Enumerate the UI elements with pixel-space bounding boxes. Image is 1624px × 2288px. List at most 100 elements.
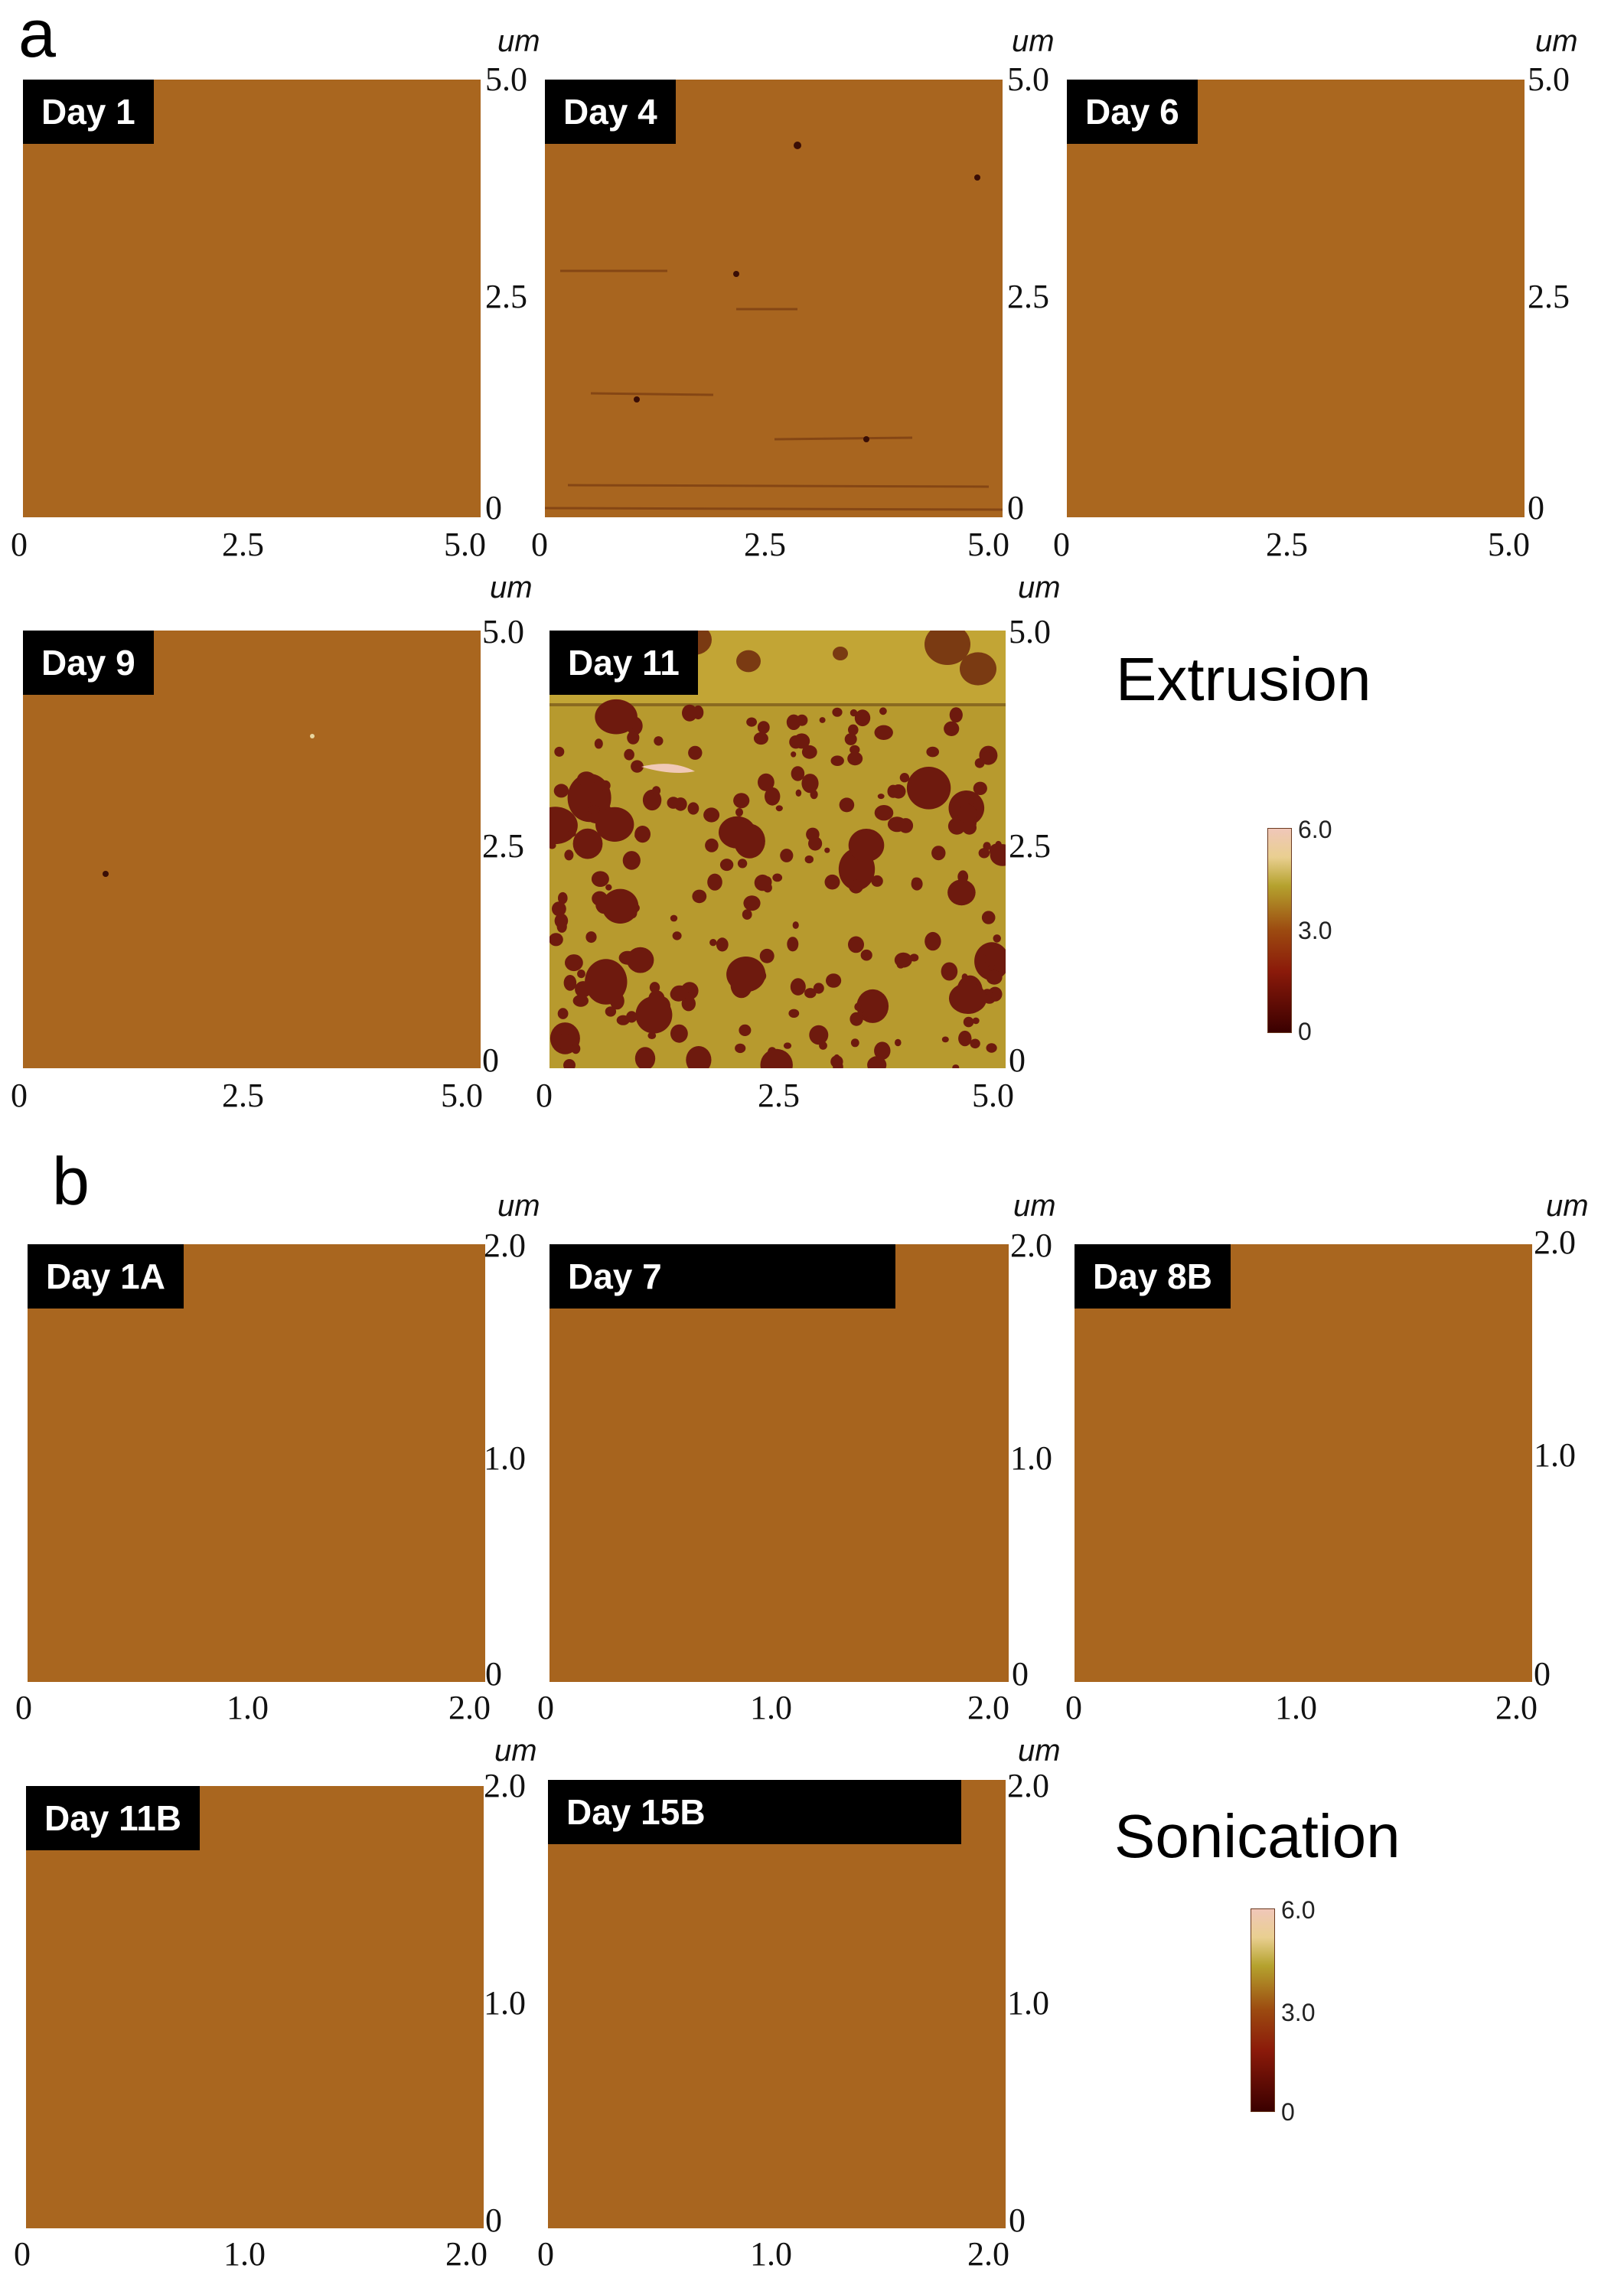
y-tick: 0 xyxy=(485,489,502,526)
afm-domain-mark xyxy=(654,736,664,746)
afm-domain-mark xyxy=(972,1017,980,1025)
afm-domain-mark xyxy=(705,838,719,852)
afm-domain-mark xyxy=(826,973,842,988)
image-label: Day 11 xyxy=(549,631,698,695)
x-tick: 0 xyxy=(1053,526,1070,563)
afm-domain-mark xyxy=(891,784,906,799)
panel-b-letter: b xyxy=(52,1143,90,1219)
afm-domain-mark xyxy=(911,877,923,891)
colorbar xyxy=(1251,1908,1275,2112)
afm-domain-mark xyxy=(753,732,768,745)
x-tick: 5.0 xyxy=(967,526,1009,563)
x-tick: 1.0 xyxy=(750,1689,792,1726)
afm-domain-mark xyxy=(667,797,680,809)
afm-domain-mark xyxy=(672,931,682,940)
unit-label: um xyxy=(1012,24,1055,58)
afm-domain-mark xyxy=(944,721,960,736)
x-tick: 1.0 xyxy=(750,2235,792,2273)
afm-domain-mark xyxy=(909,953,919,962)
afm-domain-mark xyxy=(686,1046,712,1068)
x-tick: 2.0 xyxy=(967,1689,1009,1726)
afm-domain-mark xyxy=(595,699,638,735)
y-tick: 2.5 xyxy=(1007,278,1049,315)
afm-domain-mark xyxy=(898,818,914,833)
unit-label: um xyxy=(497,24,540,58)
afm-domain-mark xyxy=(848,724,859,735)
y-tick: 1.0 xyxy=(1534,1436,1576,1474)
afm-domain-mark xyxy=(577,771,596,787)
colorbar-tick: 3.0 xyxy=(1281,1999,1316,2026)
afm-domain-mark xyxy=(804,855,814,864)
x-tick: 5.0 xyxy=(972,1077,1014,1114)
afm-domain-mark xyxy=(804,988,817,999)
afm-domain-mark xyxy=(813,983,824,994)
y-tick: 2.0 xyxy=(484,1767,526,1804)
afm-domain-mark xyxy=(970,1038,980,1049)
y-tick: 1.0 xyxy=(484,1984,526,2022)
afm-domain-mark xyxy=(788,1009,800,1018)
afm-domain-mark xyxy=(783,1042,792,1049)
afm-domain-mark xyxy=(848,829,885,862)
y-tick: 2.5 xyxy=(1009,827,1051,865)
afm-domain-mark xyxy=(967,797,976,805)
unit-label: um xyxy=(1013,1189,1056,1223)
afm-domain-mark xyxy=(792,921,799,929)
afm-domain-mark xyxy=(742,909,752,920)
afm-domain-mark xyxy=(681,996,696,1012)
afm-domain-mark xyxy=(874,1041,891,1060)
afm-domain-mark xyxy=(653,996,670,1016)
y-tick: 0 xyxy=(1007,489,1024,526)
x-tick: 2.0 xyxy=(445,2235,488,2273)
afm-image-day-7: Day 7 xyxy=(549,1244,1009,1682)
afm-domain-mark xyxy=(986,1043,997,1053)
afm-domain-mark xyxy=(760,1048,793,1068)
afm-domain-mark xyxy=(647,1032,657,1039)
afm-domain-mark xyxy=(737,859,748,869)
afm-image-day-4: Day 4 xyxy=(545,80,1003,517)
afm-domain-mark xyxy=(801,774,819,794)
y-tick: 2.5 xyxy=(485,278,527,315)
afm-domain-mark xyxy=(791,766,805,781)
y-tick: 2.0 xyxy=(1534,1224,1576,1261)
afm-image-day-11b: Day 11B xyxy=(26,1786,484,2228)
afm-domain-mark xyxy=(819,717,826,723)
afm-domain-mark xyxy=(894,952,912,968)
afm-domain-mark xyxy=(830,1055,843,1068)
method-title-sonication: Sonication xyxy=(1114,1802,1401,1870)
afm-domain-mark xyxy=(772,873,783,882)
afm-image-day-1: Day 1 xyxy=(23,80,481,517)
y-tick: 0 xyxy=(1528,489,1544,526)
afm-domain-mark xyxy=(557,1008,569,1019)
afm-domain-mark xyxy=(563,1059,576,1068)
afm-domain-mark xyxy=(553,784,569,798)
image-label: Day 9 xyxy=(23,631,154,695)
afm-domain-mark xyxy=(860,949,872,961)
afm-domain-mark xyxy=(634,1047,656,1068)
method-title-extrusion: Extrusion xyxy=(1116,645,1371,713)
afm-domain-mark xyxy=(986,970,1003,985)
y-tick: 5.0 xyxy=(485,60,527,98)
afm-domain-mark xyxy=(926,746,939,758)
afm-domain-mark xyxy=(616,1015,630,1025)
afm-domain-mark xyxy=(622,851,641,870)
x-tick: 0 xyxy=(11,526,28,563)
afm-domain-mark xyxy=(963,1016,974,1028)
x-tick: 0 xyxy=(531,526,548,563)
afm-domain-mark xyxy=(958,1030,972,1047)
afm-domain-mark xyxy=(719,859,734,872)
afm-domain-mark xyxy=(787,937,799,952)
y-tick: 0 xyxy=(482,1041,499,1079)
x-tick: 2.5 xyxy=(222,526,264,563)
afm-domain-mark xyxy=(739,1024,752,1036)
x-tick: 2.5 xyxy=(222,1077,264,1114)
y-tick: 1.0 xyxy=(1010,1439,1052,1477)
afm-domain-mark xyxy=(974,942,1006,981)
afm-domain-mark xyxy=(585,959,628,1005)
x-tick: 2.5 xyxy=(758,1077,800,1114)
y-tick: 5.0 xyxy=(1009,613,1051,650)
afm-domain-mark xyxy=(572,994,589,1007)
afm-domain-mark xyxy=(833,647,848,660)
afm-domain-mark xyxy=(631,760,644,773)
colorbar-tick: 6.0 xyxy=(1281,1896,1316,1924)
x-tick: 0 xyxy=(14,2235,31,2273)
